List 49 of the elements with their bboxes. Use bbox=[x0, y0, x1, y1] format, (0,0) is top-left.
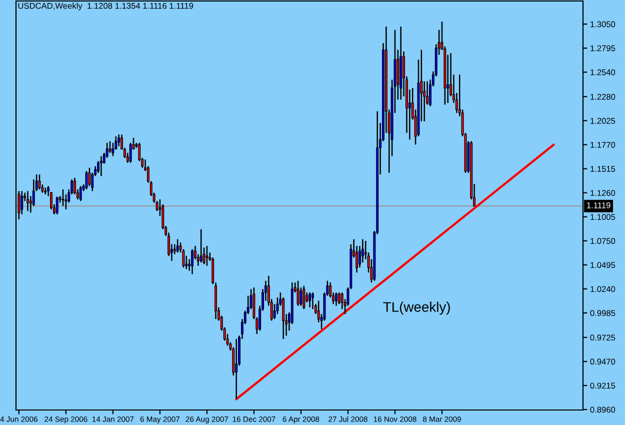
candlestick bbox=[100, 155, 102, 177]
candlestick bbox=[300, 286, 302, 306]
y-tick-label: 1.1005 bbox=[590, 214, 616, 220]
annotation: TL(weekly) bbox=[383, 302, 450, 315]
candlestick bbox=[62, 188, 64, 207]
candlestick bbox=[118, 134, 120, 147]
y-tick-label: 0.9470 bbox=[590, 358, 616, 365]
y-tick-label: 1.1260 bbox=[590, 190, 616, 196]
candlestick bbox=[340, 292, 344, 310]
y-tick-label: 1.2795 bbox=[590, 45, 616, 52]
y-tick-label: 0.9215 bbox=[590, 382, 616, 389]
y-tick-label: 0.9725 bbox=[590, 334, 616, 341]
candlestick bbox=[302, 285, 306, 310]
candlestick bbox=[56, 196, 58, 215]
candlestick bbox=[206, 245, 208, 266]
candlestick bbox=[235, 338, 238, 400]
candlestick bbox=[282, 296, 285, 340]
candlestick bbox=[64, 194, 68, 210]
candlestick bbox=[176, 238, 179, 254]
candlestick bbox=[334, 292, 338, 306]
y-tick-label: 1.2025 bbox=[590, 118, 616, 124]
candlestick bbox=[361, 238, 364, 264]
candlestick bbox=[338, 292, 340, 305]
y-tick-label: 1.0240 bbox=[590, 286, 616, 292]
y-tick-label: 1.0750 bbox=[590, 238, 616, 244]
candlestick bbox=[200, 228, 202, 264]
candlestick bbox=[97, 160, 100, 174]
candlestick bbox=[129, 142, 132, 164]
candlestick bbox=[296, 280, 300, 306]
y-tick-label: 1.1770 bbox=[590, 142, 616, 148]
candlestick bbox=[306, 292, 308, 304]
y-tick-label: 0.9985 bbox=[590, 310, 616, 316]
candlestick bbox=[88, 167, 91, 187]
candlestick bbox=[276, 296, 279, 315]
y-tick-label: 1.3050 bbox=[590, 21, 616, 28]
y-tick-label: 1.2540 bbox=[590, 69, 616, 76]
candlestick bbox=[74, 177, 76, 196]
candlestick bbox=[311, 292, 314, 310]
y-tick-label: 1.1515 bbox=[590, 166, 616, 172]
candlestick bbox=[26, 190, 29, 212]
candlestick bbox=[308, 292, 312, 308]
y-tick-label: 0.8960 bbox=[590, 406, 616, 413]
candlestick bbox=[191, 248, 194, 275]
y-tick-label: 1.2280 bbox=[590, 94, 616, 100]
candlestick bbox=[20, 190, 24, 215]
y-tick-label: 1.0495 bbox=[590, 262, 616, 268]
ref-line-label: 1.1119 bbox=[587, 202, 610, 208]
candlestick bbox=[79, 185, 82, 202]
chart-title: USDCAD,Weekly 1.1208 1.1354 1.1116 1.1119 bbox=[18, 2, 194, 10]
